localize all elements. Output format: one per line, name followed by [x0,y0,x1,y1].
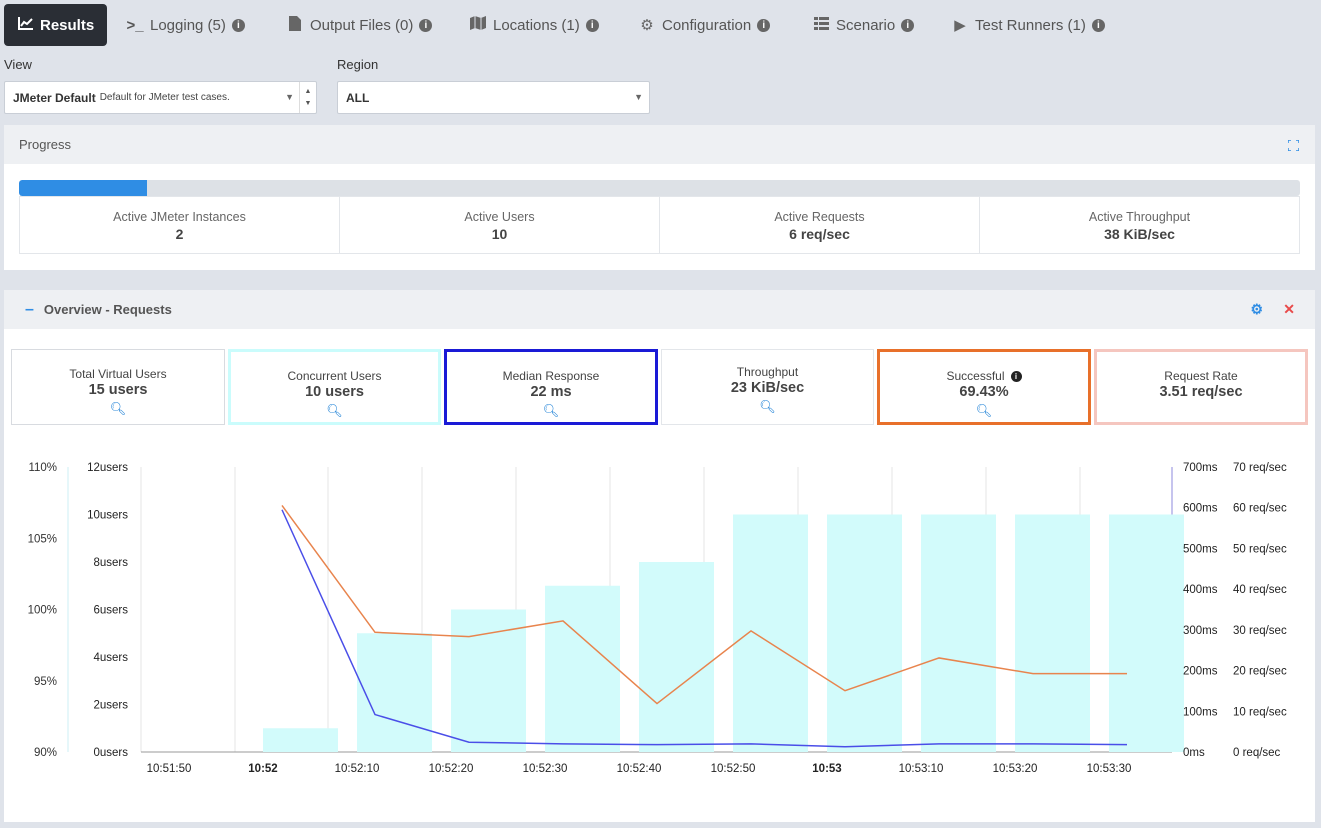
chart-icon [18,16,34,34]
info-icon[interactable]: i [757,18,771,32]
tab-bar: Results >_ Logging (5) i Output Files (0… [0,0,1321,50]
view-select[interactable]: JMeter Default Default for JMeter test c… [4,81,317,114]
search-icon[interactable]: 🔍︎ [975,403,993,418]
stat-active-users: Active Users 10 [340,197,660,253]
card-request-rate[interactable]: Request Rate 3.51 req/sec [1094,349,1308,425]
card-successful[interactable]: Successful i 69.43% 🔍︎ [877,349,1091,425]
card-total-virtual-users[interactable]: Total Virtual Users 15 users 🔍︎ [11,349,225,425]
stat-value: 6 req/sec [789,226,850,242]
card-concurrent-users[interactable]: Concurrent Users 10 users 🔍︎ [228,349,441,425]
card-title: Throughput [736,365,799,379]
progress-title: Progress [19,137,72,152]
progress-stats: Active JMeter Instances 2 Active Users 1… [19,196,1300,254]
search-icon[interactable]: 🔍︎ [542,403,560,418]
card-value: 3.51 req/sec [1159,384,1243,400]
region-select[interactable]: ALL ▼ [337,81,650,114]
expand-icon[interactable] [1287,139,1300,154]
gear-icon: ⚙ [640,17,654,34]
tab-label: Test Runners (1) [975,16,1086,34]
collapse-icon[interactable]: – [25,300,34,318]
view-value: JMeter Default [13,90,96,105]
info-icon[interactable]: i [419,18,433,32]
view-label: View [4,57,32,72]
tab-logging[interactable]: >_ Logging (5) i [112,4,259,46]
stat-title: Active JMeter Instances [113,210,246,224]
overview-header: – Overview - Requests ⚙ ✕ [4,290,1315,329]
info-icon[interactable]: i [231,18,245,32]
chevron-down-icon: ▼ [634,92,643,102]
region-value: ALL [346,90,370,105]
card-median-response[interactable]: Median Response 22 ms 🔍︎ [444,349,658,425]
tab-configuration[interactable]: ⚙ Configuration i [624,4,784,46]
card-title-row: Successful i [880,369,1088,383]
stat-title: Active Throughput [1088,210,1191,224]
stat-value: 10 [491,226,508,242]
card-title: Median Response [502,369,600,383]
tab-label: Scenario [836,16,896,34]
stat-active-throughput: Active Throughput 38 KiB/sec [980,197,1299,253]
stat-title: Active Users [464,210,535,224]
terminal-icon: >_ [126,16,144,34]
stat-active-instances: Active JMeter Instances 2 [20,197,340,253]
search-icon[interactable]: 🔍︎ [326,403,343,418]
close-icon[interactable]: ✕ [1283,301,1295,317]
card-title: Request Rate [1164,369,1238,383]
card-title: Total Virtual Users [69,367,167,381]
tab-label: Logging (5) [150,16,226,34]
tab-label: Configuration [662,16,752,34]
map-icon [469,16,487,34]
file-icon [286,15,304,35]
stat-active-requests: Active Requests 6 req/sec [660,197,980,253]
card-title: Concurrent Users [287,369,382,383]
tab-results[interactable]: Results [4,4,107,46]
card-value: 69.43% [959,384,1009,400]
tab-scenario[interactable]: Scenario i [798,4,928,46]
info-icon[interactable]: i [1010,371,1022,382]
progress-header: Progress [4,125,1315,164]
search-icon[interactable]: 🔍︎ [109,401,127,416]
card-value: 22 ms [530,384,572,400]
tab-locations[interactable]: Locations (1) i [455,4,613,46]
progress-panel: Progress Active JMeter Instances 2 Activ… [4,125,1315,270]
tab-label: Locations (1) [493,16,580,34]
stat-value: 2 [175,226,184,242]
tab-label: Results [40,16,95,34]
stat-value: 38 KiB/sec [1104,226,1175,242]
tab-test-runners[interactable]: ▶ Test Runners (1) i [937,4,1119,46]
card-throughput[interactable]: Throughput 23 KiB/sec 🔍︎ [661,349,874,425]
progress-bar-fill [19,180,148,196]
overview-title: Overview - Requests [43,302,172,317]
info-icon[interactable]: i [901,18,915,32]
view-description: Default for JMeter test cases. [99,92,230,103]
tab-output-files[interactable]: Output Files (0) i [272,4,446,46]
card-value: 15 users [88,382,148,398]
stat-title: Active Requests [774,210,865,224]
chevron-down-icon: ▼ [285,92,294,102]
search-icon[interactable]: 🔍︎ [759,399,776,414]
info-icon[interactable]: i [585,18,599,32]
info-icon[interactable]: i [1091,18,1105,32]
tab-label: Output Files (0) [310,16,414,34]
progress-bar [19,180,1300,196]
play-icon: ▶ [954,17,966,34]
spinner-arrows-icon[interactable]: ▲ ▼ [299,82,316,113]
gear-icon[interactable]: ⚙ [1250,301,1263,317]
region-label: Region [337,57,379,72]
card-title: Successful [946,369,1005,383]
list-icon [812,16,830,34]
card-value: 23 KiB/sec [730,380,805,396]
card-value: 10 users [305,384,364,400]
